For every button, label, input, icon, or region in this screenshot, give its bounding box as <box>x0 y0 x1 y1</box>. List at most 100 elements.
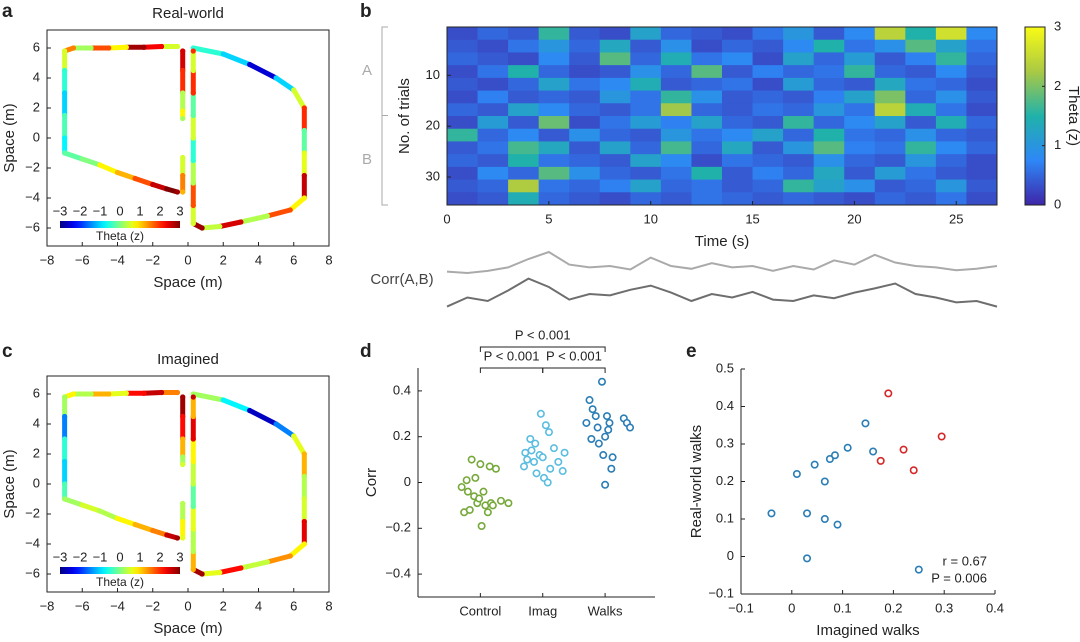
trajectory-segment <box>273 421 297 439</box>
heatmap-cell <box>538 128 570 142</box>
trajectory-point <box>62 436 68 442</box>
x-tick-label: Imag <box>528 603 557 618</box>
trajectory-point <box>132 175 138 182</box>
scatter-point <box>604 425 613 434</box>
panel-letter: d <box>360 341 372 362</box>
trajectory-point <box>238 565 244 571</box>
heatmap-cell <box>874 154 906 168</box>
heatmap-cell <box>569 90 601 104</box>
heatmap-cell <box>447 52 478 66</box>
heatmap-cell <box>905 192 937 206</box>
heatmap-cell <box>660 65 692 79</box>
y-tick-label: 0.4 <box>393 382 411 397</box>
heatmap-cell <box>935 103 967 117</box>
heatmap-cell <box>935 128 967 142</box>
colorbar-tick-label: −3 <box>53 203 68 218</box>
heatmap-cell <box>477 116 509 130</box>
heatmap-cell <box>630 179 662 193</box>
colorbar-tick-label: 0 <box>1054 196 1061 211</box>
trajectory-point <box>150 527 156 534</box>
heatmap-cell <box>813 90 845 104</box>
trajectory-point <box>97 162 103 168</box>
heatmap-cell <box>569 128 601 142</box>
group-bracket <box>381 26 388 116</box>
trajectory-point <box>70 45 77 51</box>
heatmap-cell <box>599 128 631 142</box>
trajectory-point <box>190 180 196 186</box>
trajectory-point <box>291 433 297 439</box>
colorbar-tick-label: −3 <box>53 549 68 564</box>
heatmap-cell <box>447 154 478 168</box>
trajectory-point <box>132 521 138 528</box>
trajectory-point <box>180 48 186 54</box>
trajectory-segment <box>106 44 129 51</box>
trajectory-segment <box>141 390 165 396</box>
heatmap-cell <box>844 141 876 155</box>
trajectory-point <box>301 172 307 179</box>
heatmap-cell <box>752 154 784 168</box>
heatmap-cell <box>691 179 723 193</box>
heatmap-cell <box>660 27 692 41</box>
heatmap-cell <box>691 103 723 117</box>
x-tick-label: 0.3 <box>935 600 953 615</box>
heatmap-cell <box>844 192 876 206</box>
x-tick-label: −6 <box>75 252 90 267</box>
scatter-point <box>605 418 614 427</box>
heatmap-cell <box>874 52 906 66</box>
heatmap-cell <box>569 141 601 155</box>
trajectory-point <box>220 51 226 57</box>
heatmap-cell <box>722 154 753 168</box>
heatmap-cell <box>630 128 662 142</box>
heatmap-cell <box>905 52 937 66</box>
heatmap-cell <box>966 166 998 180</box>
y-tick-label: −6 <box>25 565 40 580</box>
y-tick-label: −2 <box>25 505 40 520</box>
scatter-point <box>531 439 540 448</box>
heatmap-cell <box>935 179 967 193</box>
scatter-point <box>825 454 834 463</box>
heatmap-cell <box>508 192 540 206</box>
heatmap-cell <box>935 90 967 104</box>
heatmap-cell <box>966 90 998 104</box>
heatmap-cell <box>813 141 845 155</box>
scatter-point <box>937 432 946 441</box>
heatmap-cell <box>660 141 692 155</box>
trajectory-point <box>123 44 129 50</box>
heatmap-cell <box>538 77 570 91</box>
chart-title: Imagined <box>157 351 219 368</box>
scatter-point <box>602 412 611 421</box>
heatmap-cell <box>905 90 937 104</box>
trajectory-point <box>88 391 94 397</box>
trajectory-point <box>238 219 244 225</box>
heatmap-cell <box>722 65 753 79</box>
scatter-point <box>792 469 801 478</box>
trajectory-segment <box>62 150 85 162</box>
heatmap-cell <box>630 90 662 104</box>
scatter-point <box>582 418 591 427</box>
y-tick-label: 0.4 <box>716 398 734 413</box>
heatmap-cell <box>599 116 631 130</box>
heatmap-cell <box>722 192 753 206</box>
heatmap-cell <box>722 179 753 193</box>
heatmap-cell <box>874 65 906 79</box>
heatmap-cell <box>630 65 662 79</box>
trajectory-point <box>164 532 170 538</box>
heatmap-cell <box>874 141 906 155</box>
heatmap-cell <box>691 52 723 66</box>
annotation: r = 0.67 <box>943 553 987 568</box>
trajectory-segment <box>190 45 226 57</box>
heatmap-cell <box>630 27 662 41</box>
heatmap-cell <box>844 39 876 53</box>
colorbar-tick-label: 3 <box>176 203 183 218</box>
heatmap-cell <box>660 90 692 104</box>
heatmap-cell <box>905 116 937 130</box>
heatmap-cell <box>508 27 540 41</box>
heatmap-cell <box>935 116 967 130</box>
trajectory-point <box>217 569 223 576</box>
x-tick-label: 5 <box>545 211 552 226</box>
scatter-point <box>820 477 829 486</box>
scatter-point <box>876 456 885 465</box>
heatmap-cell <box>599 65 631 79</box>
heatmap-cell <box>630 141 662 155</box>
